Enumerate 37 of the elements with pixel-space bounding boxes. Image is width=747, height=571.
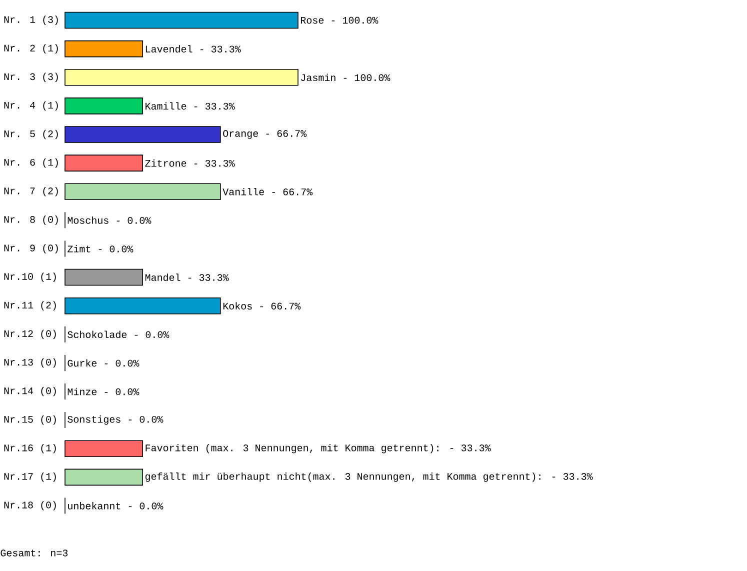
y-tick-label: Nr.17 (1) — [4, 472, 56, 482]
text: Gesamt: n=3 — [0, 550, 68, 556]
y-tick-label: Nr. 3 (3) — [4, 72, 58, 82]
annotation: Rose - 100.0% — [300, 16, 378, 24]
annotation: Sonstiges - 0.0% — [68, 415, 164, 425]
y-tick-label: Nr. 9 (0) — [4, 244, 58, 254]
annotation: Vanille - 66.7% — [222, 188, 313, 196]
annotation: Gurke - 0.0% — [68, 359, 140, 367]
annotation: gefällt mir überhaupt nicht(max. 3 Nennungen, mit Komma getrennt): - 33.3% — [145, 472, 593, 482]
annotation: Zitrone - 33.3% — [145, 159, 235, 167]
annotation: Jasmin - 100.0% — [301, 74, 390, 82]
annotation: Kokos - 66.7% — [223, 302, 301, 310]
annotation: Minze - 0.0% — [68, 388, 140, 396]
y-tick-label: Nr. 4 (1) — [4, 101, 58, 111]
y-tick-label: Nr.13 (0) — [4, 358, 56, 368]
y-tick-label: Nr. 8 (0) — [4, 216, 58, 225]
y-tick-label: Nr.11 (2) — [4, 301, 56, 310]
y-tick-label: Nr.14 (0) — [4, 386, 56, 396]
y-tick-label: Nr.18 (0) — [4, 501, 56, 510]
annotation: Favoriten (max. 3 Nennungen, mit Komma getrennt): - 33.3% — [146, 444, 491, 454]
annotation: Lavendel - 33.3% — [146, 45, 241, 53]
y-tick-label: Nr. 1 (3) — [4, 16, 58, 25]
annotation: Zimt - 0.0% — [68, 245, 134, 252]
annotation: Orange - 66.7% — [223, 130, 307, 139]
annotation: Schokolade - 0.0% — [68, 330, 170, 338]
y-tick-label: Nr.12 (0) — [4, 330, 56, 340]
annotation: Kamille - 33.3% — [146, 102, 235, 110]
y-tick-label: Nr. 7 (2) — [4, 186, 58, 196]
y-tick-label: Nr.10 (1) — [4, 272, 56, 282]
annotation: unbekannt - 0.0% — [68, 502, 164, 510]
y-tick-label: Nr.16 (1) — [4, 444, 56, 454]
annotation: Moschus - 0.0% — [68, 216, 152, 224]
y-tick-label: Nr.15 (0) — [4, 415, 56, 425]
y-tick-label: Nr. 2 (1) — [4, 44, 58, 54]
y-tick-label: Nr. 5 (2) — [4, 130, 58, 140]
annotation: Mandel - 33.3% — [145, 274, 229, 281]
y-tick-label: Nr. 6 (1) — [4, 158, 58, 168]
